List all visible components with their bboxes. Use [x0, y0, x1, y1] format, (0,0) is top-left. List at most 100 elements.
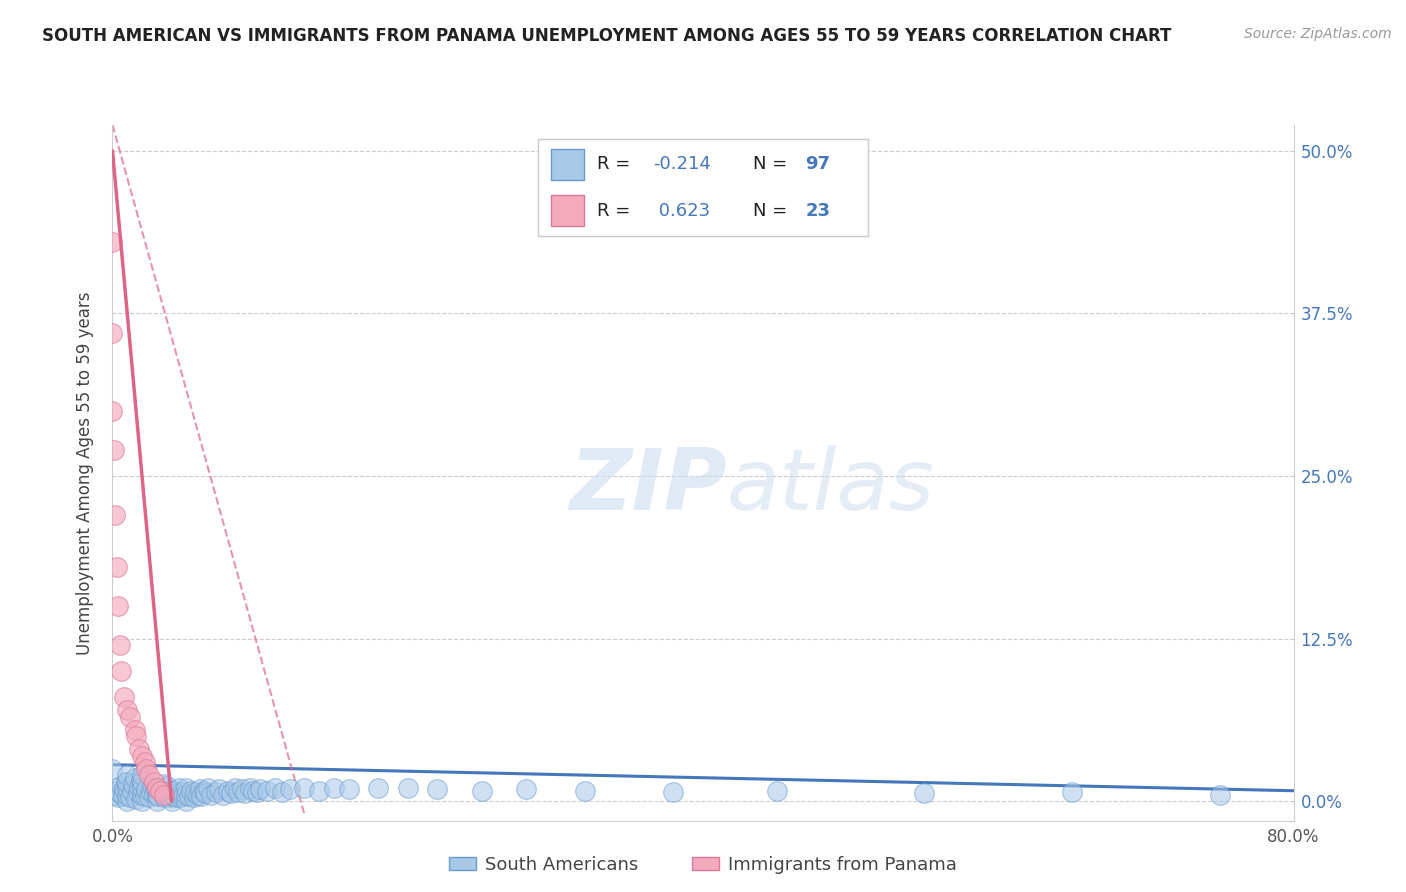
Text: Source: ZipAtlas.com: Source: ZipAtlas.com	[1244, 27, 1392, 41]
Point	[574, 783, 596, 797]
Point	[117, 703, 138, 717]
Point	[124, 723, 146, 737]
Point	[138, 790, 160, 805]
Point	[174, 794, 197, 808]
Point	[188, 782, 211, 797]
Point	[426, 782, 449, 797]
Point	[153, 788, 176, 802]
Point	[110, 664, 132, 678]
Point	[174, 788, 197, 802]
Point	[165, 790, 187, 805]
Point	[112, 690, 135, 704]
Point	[180, 783, 202, 797]
Point	[142, 786, 165, 800]
Point	[101, 326, 124, 340]
Legend: South Americans, Immigrants from Panama: South Americans, Immigrants from Panama	[441, 849, 965, 881]
Point	[107, 599, 129, 613]
Point	[107, 790, 129, 805]
Point	[131, 781, 153, 796]
Point	[101, 762, 124, 776]
Point	[101, 235, 124, 249]
Point	[114, 774, 136, 789]
Point	[155, 785, 177, 799]
Point	[125, 729, 148, 743]
Point	[117, 781, 138, 796]
Point	[131, 748, 153, 763]
Point	[103, 442, 125, 457]
Point	[219, 786, 242, 800]
Point	[159, 783, 181, 797]
Point	[242, 783, 264, 797]
Point	[515, 782, 537, 797]
Point	[138, 768, 160, 782]
Point	[135, 762, 157, 776]
Point	[125, 791, 148, 805]
Point	[1062, 785, 1084, 799]
Point	[169, 790, 191, 805]
Point	[105, 783, 128, 797]
Point	[117, 774, 138, 789]
Point	[766, 783, 789, 797]
Point	[163, 783, 186, 797]
Point	[131, 788, 153, 802]
Point	[208, 782, 231, 797]
Point	[162, 789, 184, 803]
Point	[249, 782, 271, 797]
Point	[167, 781, 190, 796]
Point	[146, 781, 169, 796]
Point	[197, 781, 219, 796]
Point	[190, 789, 212, 803]
Point	[256, 783, 278, 797]
Point	[367, 781, 389, 796]
Point	[112, 782, 135, 797]
Point	[212, 788, 235, 802]
Point	[194, 786, 217, 800]
Point	[174, 781, 197, 796]
Point	[233, 786, 256, 800]
Point	[662, 785, 685, 799]
Point	[104, 508, 127, 522]
Point	[121, 783, 143, 797]
Point	[187, 788, 209, 802]
Point	[128, 780, 150, 794]
Point	[146, 794, 169, 808]
Point	[470, 783, 494, 797]
Point	[131, 768, 153, 782]
Point	[149, 783, 172, 797]
Point	[160, 788, 183, 802]
Point	[264, 781, 287, 796]
Point	[1208, 788, 1232, 802]
Point	[172, 789, 194, 803]
Point	[146, 788, 169, 802]
Point	[179, 789, 201, 803]
Point	[139, 785, 162, 799]
Point	[134, 789, 156, 803]
Point	[160, 794, 183, 808]
Point	[108, 786, 131, 800]
Point	[134, 755, 156, 769]
Point	[124, 771, 146, 785]
Point	[117, 788, 138, 802]
Point	[170, 785, 193, 799]
Point	[193, 783, 215, 797]
Point	[141, 779, 163, 793]
Point	[157, 790, 180, 805]
Point	[205, 785, 228, 799]
Text: atlas: atlas	[727, 445, 935, 528]
Point	[396, 781, 419, 796]
Point	[117, 794, 138, 808]
Point	[122, 777, 145, 791]
Point	[117, 768, 138, 782]
Point	[156, 779, 179, 793]
Point	[152, 777, 174, 791]
Point	[914, 786, 936, 800]
Point	[143, 780, 166, 794]
Point	[131, 794, 153, 808]
Point	[337, 782, 360, 797]
Point	[128, 742, 150, 756]
Point	[226, 785, 249, 799]
Point	[127, 785, 149, 799]
Point	[292, 781, 315, 796]
Point	[200, 788, 222, 802]
Point	[278, 782, 301, 797]
